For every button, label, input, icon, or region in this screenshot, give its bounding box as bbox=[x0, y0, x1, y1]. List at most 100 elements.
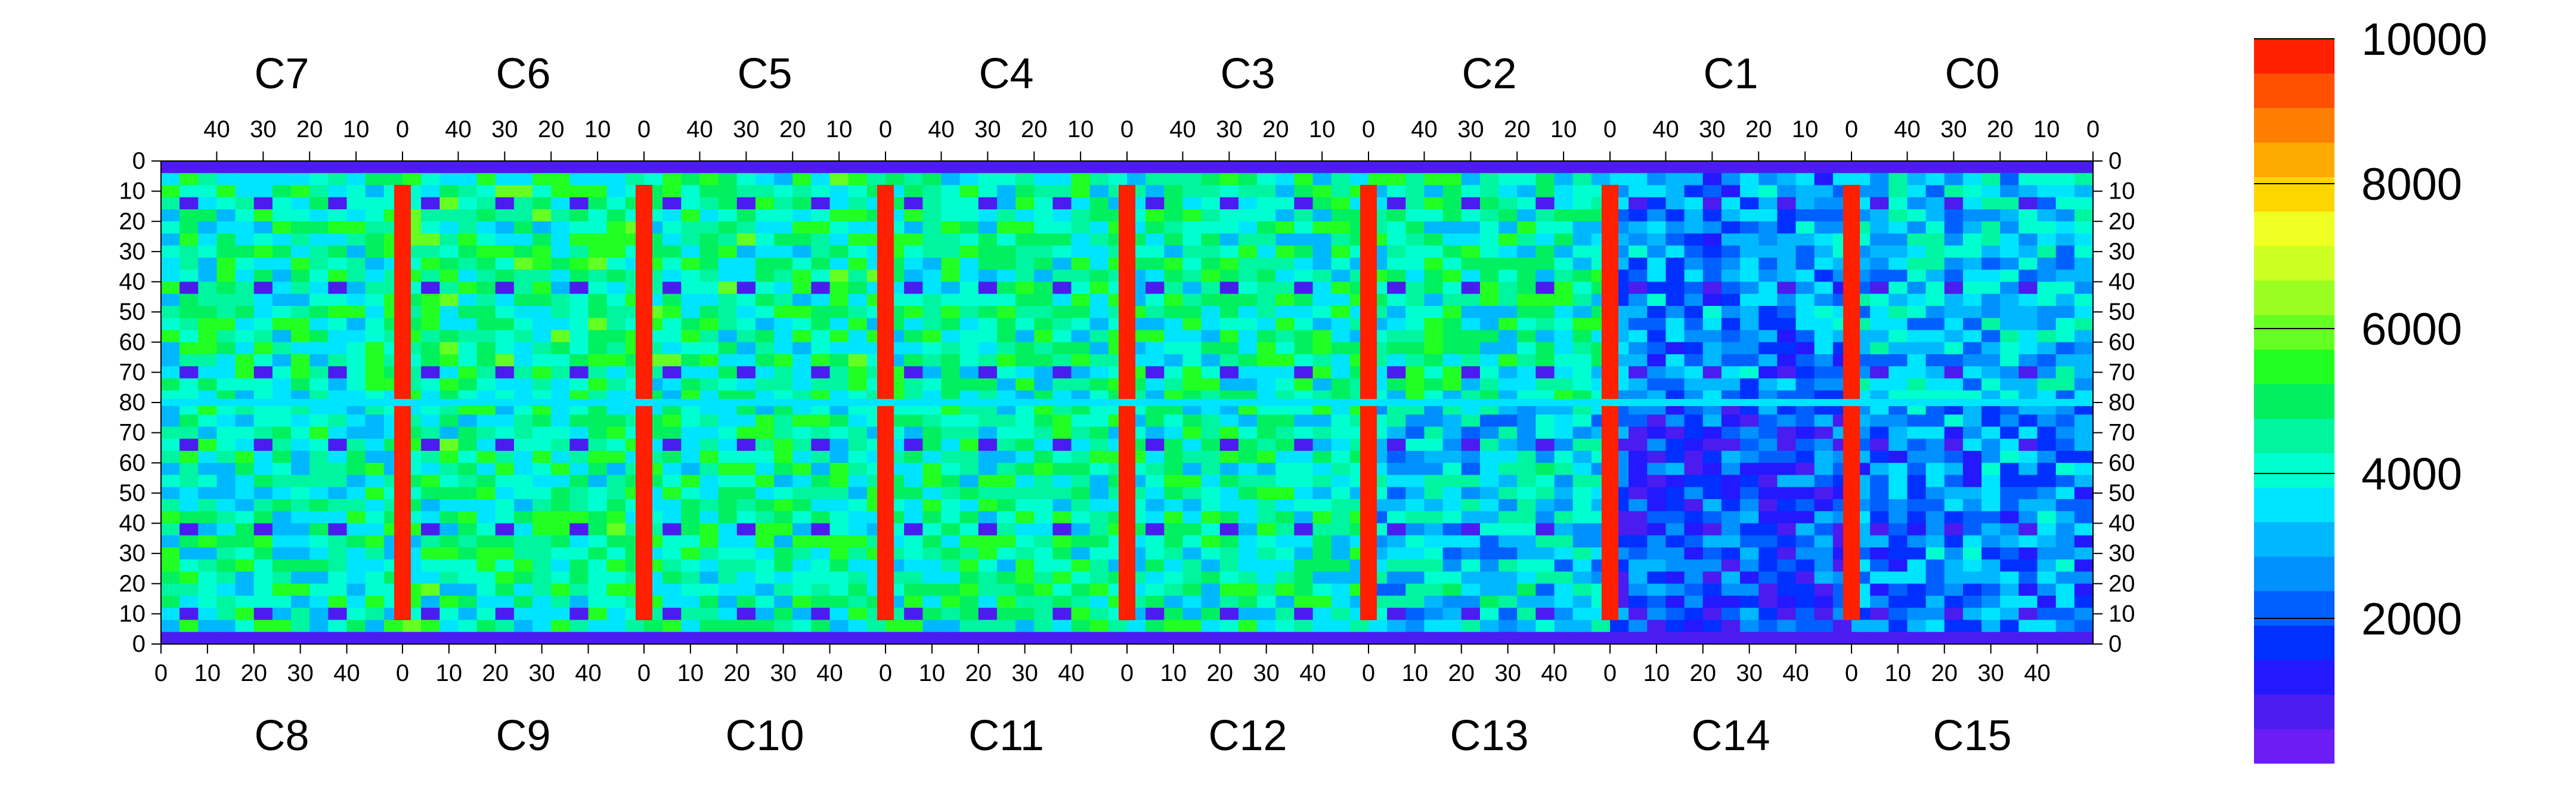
heatmap-cell bbox=[1981, 631, 2001, 644]
heatmap-cell bbox=[811, 354, 831, 367]
heatmap-cell bbox=[1182, 161, 1202, 174]
heatmap-cell bbox=[2000, 258, 2019, 270]
heatmap-cell bbox=[1740, 535, 1759, 548]
heatmap-cell bbox=[1777, 221, 1797, 234]
heatmap-cell bbox=[235, 161, 255, 174]
heatmap-cell bbox=[1089, 306, 1109, 318]
heatmap-cell bbox=[1517, 161, 1536, 174]
heatmap-cell bbox=[216, 209, 236, 222]
heatmap-cell bbox=[328, 293, 348, 307]
heatmap-cell bbox=[978, 475, 998, 488]
heatmap-cell bbox=[1702, 559, 1722, 572]
heatmap-cell bbox=[1424, 161, 1444, 174]
heatmap-cell bbox=[1164, 414, 1184, 428]
heatmap-cell bbox=[2074, 608, 2093, 621]
heatmap-cell bbox=[1814, 233, 1834, 246]
heatmap-cell bbox=[1795, 547, 1815, 560]
heatmap-cell bbox=[1461, 366, 1481, 379]
heatmap-cell bbox=[1052, 330, 1072, 343]
heatmap-cell bbox=[439, 487, 459, 500]
heatmap-cell bbox=[1814, 161, 1834, 174]
heatmap-cell bbox=[1665, 511, 1685, 524]
heatmap-cell bbox=[551, 366, 570, 379]
heatmap-cell bbox=[1647, 281, 1667, 295]
heatmap-cell bbox=[1572, 293, 1592, 307]
heatmap-cell bbox=[1294, 318, 1314, 331]
heatmap-cell bbox=[2000, 499, 2019, 512]
heatmap-cell bbox=[681, 499, 701, 512]
heatmap-cell bbox=[1962, 426, 1982, 439]
heatmap-cell bbox=[532, 475, 552, 488]
heatmap-cell bbox=[1182, 620, 1202, 633]
heatmap-cell bbox=[1164, 596, 1184, 608]
heatmap-cell bbox=[736, 233, 756, 246]
heatmap-cell bbox=[1442, 571, 1462, 584]
heatmap-cell bbox=[2055, 281, 2075, 295]
heatmap-cell bbox=[1628, 438, 1648, 451]
heatmap-cell bbox=[1517, 330, 1536, 343]
left-axis-tick-label: 60 bbox=[119, 329, 146, 355]
heatmap-cell bbox=[161, 583, 180, 596]
heatmap-cell bbox=[1089, 583, 1109, 596]
heatmap-cell bbox=[811, 342, 831, 355]
heatmap-cell bbox=[1888, 245, 1908, 258]
heatmap-cell bbox=[402, 620, 422, 633]
heatmap-cell bbox=[848, 318, 868, 331]
heatmap-cell bbox=[1387, 221, 1406, 234]
heatmap-cell bbox=[1572, 185, 1592, 198]
heatmap-cell bbox=[978, 306, 998, 318]
heatmap-cell bbox=[1312, 608, 1332, 621]
heatmap-cell bbox=[606, 281, 626, 295]
heatmap-cell bbox=[346, 245, 366, 258]
heatmap-cell bbox=[1034, 342, 1053, 355]
heatmap-cell bbox=[272, 221, 292, 234]
heatmap-cell bbox=[235, 547, 255, 560]
heatmap-cell bbox=[328, 366, 348, 379]
heatmap-cell bbox=[1944, 535, 1964, 548]
heatmap-cell bbox=[1944, 221, 1964, 234]
heatmap-cell bbox=[1647, 173, 1667, 186]
heatmap-cell bbox=[1071, 354, 1091, 367]
heatmap-cell bbox=[569, 245, 589, 258]
heatmap-cell bbox=[1145, 342, 1165, 355]
heatmap-cell bbox=[1572, 245, 1592, 258]
heatmap-cell bbox=[755, 571, 775, 584]
heatmap-cell bbox=[1312, 209, 1332, 222]
heatmap-cell bbox=[774, 293, 793, 307]
heatmap-cell bbox=[2000, 451, 2019, 463]
bottom-axis-tick-label: 40 bbox=[1782, 660, 1809, 686]
heatmap-cell bbox=[198, 596, 218, 608]
heatmap-cell bbox=[1015, 559, 1035, 572]
heatmap-cell bbox=[161, 330, 180, 343]
heatmap-cell bbox=[495, 245, 515, 258]
heatmap-cell bbox=[588, 463, 608, 476]
heatmap-cell bbox=[1758, 233, 1778, 246]
heatmap-cell bbox=[253, 631, 273, 644]
heatmap-cell bbox=[681, 547, 701, 560]
heatmap-cell bbox=[1479, 330, 1499, 343]
heatmap-cell bbox=[848, 245, 868, 258]
heatmap-cell bbox=[421, 209, 440, 222]
heatmap-cell bbox=[365, 438, 385, 451]
heatmap-cell bbox=[1275, 463, 1295, 476]
heatmap-cell bbox=[513, 173, 533, 186]
heatmap-cell bbox=[1740, 511, 1759, 524]
heatmap-cell bbox=[829, 318, 849, 331]
heatmap-cell bbox=[1275, 293, 1295, 307]
heatmap-cell bbox=[1312, 487, 1332, 500]
heatmap-cell bbox=[1591, 173, 1611, 186]
heatmap-cell bbox=[1442, 233, 1462, 246]
heatmap-cell bbox=[179, 426, 199, 439]
heatmap-cell bbox=[1164, 330, 1184, 343]
heatmap-cell bbox=[216, 535, 236, 548]
heatmap-cell bbox=[681, 620, 701, 633]
heatmap-cell bbox=[1962, 233, 1982, 246]
heatmap-cell bbox=[2074, 438, 2093, 451]
heatmap-cell bbox=[1870, 221, 1889, 234]
heatmap-cell bbox=[495, 209, 515, 222]
heatmap-cell bbox=[606, 414, 626, 428]
heatmap-cell bbox=[1702, 161, 1722, 174]
heatmap-cell bbox=[476, 378, 496, 391]
heatmap-cell bbox=[1925, 620, 1945, 633]
heatmap-cell bbox=[1814, 258, 1834, 270]
